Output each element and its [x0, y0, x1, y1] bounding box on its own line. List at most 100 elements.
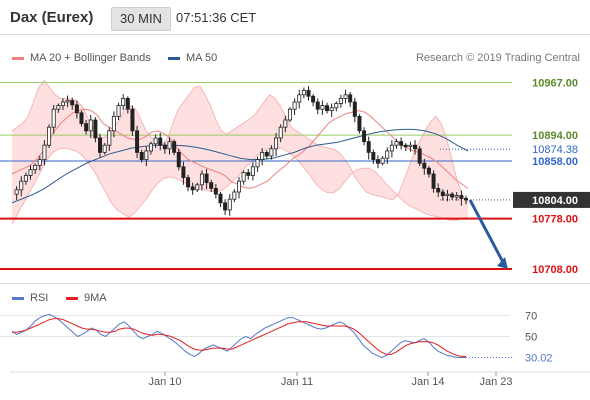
candle-body — [139, 151, 144, 160]
forecast-arrow-shaft — [468, 199, 506, 265]
candle-body — [102, 144, 107, 153]
candle-body — [121, 98, 126, 107]
candle-body — [84, 123, 89, 132]
candle-body — [292, 101, 297, 110]
candle-body — [227, 198, 232, 211]
candle-body — [403, 144, 408, 148]
candle-body — [79, 112, 84, 125]
candle-body — [223, 202, 228, 211]
candle-body — [33, 164, 38, 171]
timestamp: 07:51:36 CET — [176, 10, 257, 25]
rsi-series-1 — [12, 318, 466, 357]
candle-body — [176, 151, 181, 168]
level-label-bg-6 — [513, 261, 590, 278]
candle-body — [204, 173, 209, 184]
candle-body — [135, 130, 140, 153]
candle-body — [162, 144, 167, 150]
candle-body — [431, 173, 436, 189]
candle-body — [42, 144, 47, 160]
candle-body — [260, 151, 265, 160]
candle-body — [199, 173, 204, 186]
candle-body — [320, 105, 325, 110]
timeframe-badge[interactable]: 30 MIN — [111, 7, 171, 31]
candle-body — [125, 98, 130, 110]
ma50-swatch — [168, 56, 180, 60]
candle-body — [394, 141, 399, 146]
candle-body — [334, 103, 339, 109]
candle-body — [283, 119, 288, 128]
candle-body — [343, 94, 348, 99]
candle-body — [246, 172, 251, 176]
candle-body — [148, 143, 153, 152]
rsi-series-0 — [11, 313, 466, 359]
candle-body — [417, 148, 422, 164]
9ma-swatch — [66, 296, 78, 300]
rsi-layer: 70 50 30.02 — [0, 311, 553, 364]
chart-header: Dax (Eurex) 30 MIN 07:51:36 CET — [0, 0, 590, 34]
candle-body — [70, 100, 75, 106]
candle-body — [56, 105, 61, 110]
rsi-tick-label-1: 50 — [525, 332, 537, 344]
candle-body — [195, 184, 200, 191]
candle-body — [65, 100, 70, 103]
header-divider — [0, 34, 590, 35]
legend-ma50: MA 50 — [168, 52, 217, 64]
candle-body — [218, 193, 223, 204]
candle-body — [181, 166, 186, 179]
candle-body — [426, 167, 431, 175]
candle-body — [88, 119, 93, 132]
candle-body — [60, 101, 65, 106]
rsi-tick-label-0: 70 — [525, 311, 537, 323]
candle-body — [366, 141, 371, 153]
bollinger-band-layer — [11, 79, 469, 225]
level-label-4: 10804.00 — [532, 195, 578, 207]
bollinger-band-area — [12, 80, 468, 225]
instrument-title: Dax (Eurex) — [10, 9, 94, 26]
level-label-bg-0 — [513, 74, 590, 91]
candle-body — [107, 130, 112, 146]
candle-body — [338, 98, 343, 104]
candle-body — [250, 166, 255, 176]
candle-body — [116, 105, 121, 117]
level-label-bg-5 — [513, 210, 590, 227]
level-lines-layer — [0, 82, 512, 271]
candle-body — [144, 150, 149, 161]
level-label-bg-3 — [513, 153, 590, 170]
x-tick-label-1: Jan 11 — [281, 376, 313, 388]
candle-body — [209, 182, 214, 189]
level-label-bg-1 — [513, 127, 590, 144]
bollinger-upper-line — [11, 79, 469, 204]
rsi-swatch — [12, 296, 24, 300]
candle-body — [98, 137, 103, 153]
candle-body — [329, 107, 334, 112]
candle-body — [408, 144, 413, 148]
candle-body — [264, 151, 269, 157]
candle-body — [28, 169, 33, 176]
level-label-0: 10967.00 — [532, 78, 578, 90]
candle-body — [213, 187, 218, 195]
candle-body — [153, 137, 158, 145]
legend-rsi-label: RSI — [30, 292, 49, 304]
legend-9ma: 9MA — [66, 292, 107, 304]
candle-body — [352, 101, 357, 117]
ma50-line — [11, 128, 469, 204]
candle-body — [172, 141, 177, 153]
candle-body — [74, 104, 79, 114]
candle-body — [325, 105, 330, 112]
candle-body — [357, 116, 362, 132]
x-tick-label-3: Jan 23 — [479, 376, 512, 388]
ma20-swatch — [12, 56, 24, 60]
rsi-last-value-label: 30.02 — [525, 352, 553, 364]
candle-body — [158, 137, 163, 146]
level-label-5: 10778.00 — [532, 214, 578, 226]
candle-body — [37, 159, 42, 166]
candle-body — [130, 108, 135, 132]
candle-body — [413, 144, 418, 150]
candle-body — [311, 95, 316, 103]
candle-body — [93, 119, 98, 139]
candle-body — [348, 94, 353, 103]
candle-body — [454, 195, 459, 198]
candle-body — [315, 101, 320, 110]
candle-body — [399, 141, 404, 146]
